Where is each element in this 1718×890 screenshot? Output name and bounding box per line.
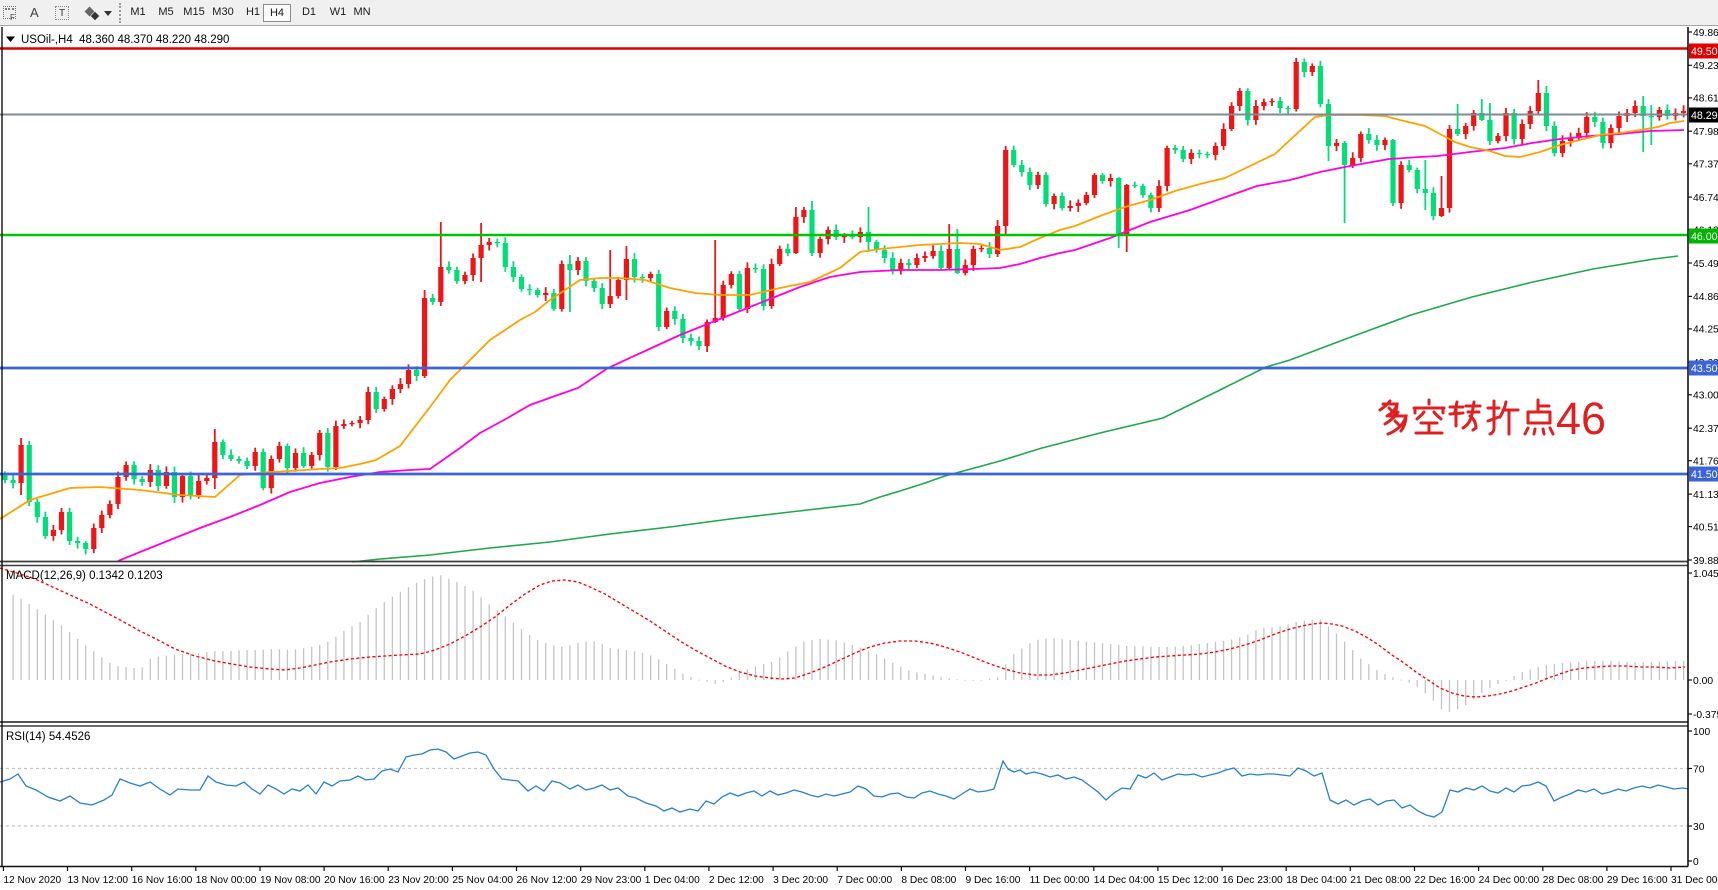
svg-text:46.740: 46.740 bbox=[1693, 193, 1718, 204]
svg-text:18 Nov 00:00: 18 Nov 00:00 bbox=[196, 875, 257, 886]
svg-text:16 Nov 16:00: 16 Nov 16:00 bbox=[132, 875, 193, 886]
svg-text:0.00: 0.00 bbox=[1693, 676, 1713, 687]
svg-text:-0.3750: -0.3750 bbox=[1693, 710, 1718, 721]
svg-text:48.615: 48.615 bbox=[1693, 94, 1718, 105]
svg-text:29 Nov 23:00: 29 Nov 23:00 bbox=[581, 875, 642, 886]
svg-text:15 Dec 12:00: 15 Dec 12:00 bbox=[1158, 875, 1219, 886]
svg-text:46.000: 46.000 bbox=[1691, 231, 1718, 243]
svg-text:39.885: 39.885 bbox=[1693, 556, 1718, 567]
svg-text:21 Dec 08:00: 21 Dec 08:00 bbox=[1350, 875, 1411, 886]
svg-text:1.0455: 1.0455 bbox=[1693, 569, 1718, 580]
svg-text:13 Nov 12:00: 13 Nov 12:00 bbox=[68, 875, 129, 886]
svg-text:100: 100 bbox=[1693, 727, 1710, 738]
svg-text:16 Dec 23:00: 16 Dec 23:00 bbox=[1222, 875, 1283, 886]
svg-text:3 Dec 20:00: 3 Dec 20:00 bbox=[773, 875, 828, 886]
svg-text:9 Dec 16:00: 9 Dec 16:00 bbox=[966, 875, 1021, 886]
svg-text:18 Dec 04:00: 18 Dec 04:00 bbox=[1286, 875, 1347, 886]
svg-text:31 Dec 00:00: 31 Dec 00:00 bbox=[1671, 875, 1718, 886]
svg-text:47.985: 47.985 bbox=[1693, 127, 1718, 138]
svg-text:11 Dec 00:00: 11 Dec 00:00 bbox=[1030, 875, 1090, 886]
svg-text:8 Dec 08:00: 8 Dec 08:00 bbox=[901, 875, 956, 886]
svg-text:1 Dec 04:00: 1 Dec 04:00 bbox=[645, 875, 700, 886]
svg-text:0: 0 bbox=[1693, 857, 1699, 868]
svg-text:30: 30 bbox=[1693, 822, 1705, 833]
svg-text:RSI(14) 54.4526: RSI(14) 54.4526 bbox=[6, 731, 90, 743]
svg-text:42.375: 42.375 bbox=[1693, 424, 1718, 435]
svg-text:12 Nov 2020: 12 Nov 2020 bbox=[3, 875, 61, 886]
svg-text:22 Dec 16:00: 22 Dec 16:00 bbox=[1415, 875, 1476, 886]
svg-text:47.370: 47.370 bbox=[1693, 160, 1718, 171]
svg-text:26 Nov 12:00: 26 Nov 12:00 bbox=[517, 875, 578, 886]
svg-text:45.495: 45.495 bbox=[1693, 259, 1718, 270]
svg-text:25 Nov 04:00: 25 Nov 04:00 bbox=[452, 875, 513, 886]
svg-text:20 Nov 16:00: 20 Nov 16:00 bbox=[324, 875, 385, 886]
svg-text:48.290: 48.290 bbox=[1691, 110, 1718, 122]
svg-text:14 Dec 04:00: 14 Dec 04:00 bbox=[1094, 875, 1155, 886]
svg-text:19 Nov 08:00: 19 Nov 08:00 bbox=[260, 875, 321, 886]
svg-text:41.760: 41.760 bbox=[1693, 457, 1718, 468]
svg-text:23 Nov 20:00: 23 Nov 20:00 bbox=[388, 875, 449, 886]
svg-text:MACD(12,26,9) 0.1342 0.1203: MACD(12,26,9) 0.1342 0.1203 bbox=[6, 570, 163, 582]
svg-text:USOil-,H4 48.360 48.370 48.22: USOil-,H4 48.360 48.370 48.220 48.290 bbox=[21, 34, 229, 46]
svg-text:49.500: 49.500 bbox=[1691, 46, 1718, 58]
svg-text:43.500: 43.500 bbox=[1691, 363, 1718, 375]
svg-text:44.250: 44.250 bbox=[1693, 325, 1718, 336]
svg-text:7 Dec 00:00: 7 Dec 00:00 bbox=[837, 875, 892, 886]
svg-text:41.500: 41.500 bbox=[1691, 469, 1718, 481]
svg-text:28 Dec 08:00: 28 Dec 08:00 bbox=[1543, 875, 1604, 886]
svg-text:44.865: 44.865 bbox=[1693, 292, 1718, 303]
svg-text:29 Dec 16:00: 29 Dec 16:00 bbox=[1607, 875, 1668, 886]
svg-text:43.005: 43.005 bbox=[1693, 391, 1718, 402]
svg-text:49.230: 49.230 bbox=[1693, 61, 1718, 72]
svg-text:40.515: 40.515 bbox=[1693, 522, 1718, 533]
svg-text:24 Dec 00:00: 24 Dec 00:00 bbox=[1479, 875, 1540, 886]
svg-text:2 Dec 12:00: 2 Dec 12:00 bbox=[709, 875, 764, 886]
svg-text:70: 70 bbox=[1693, 764, 1705, 775]
svg-text:46: 46 bbox=[1556, 393, 1606, 444]
svg-text:49.860: 49.860 bbox=[1693, 28, 1718, 39]
svg-text:41.130: 41.130 bbox=[1693, 490, 1718, 501]
